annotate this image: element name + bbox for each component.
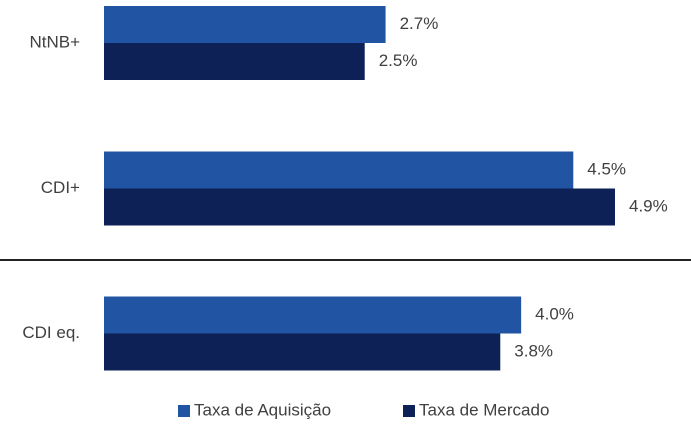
value-label: 4.0% (535, 304, 574, 323)
legend-swatch (403, 405, 415, 417)
bar (104, 151, 574, 189)
bar (104, 333, 501, 371)
legend-label: Taxa de Mercado (419, 400, 549, 419)
value-label: 3.8% (514, 341, 553, 360)
bar (104, 188, 615, 226)
bar (104, 43, 365, 80)
bar (104, 6, 386, 43)
y-tick-label: CDI eq. (22, 323, 80, 342)
value-label: 4.9% (629, 196, 668, 215)
value-label: 2.5% (379, 51, 418, 70)
y-tick-label: NtNB+ (29, 32, 80, 51)
value-label: 2.7% (400, 14, 439, 33)
legend-swatch (178, 405, 190, 417)
legend-label: Taxa de Aquisição (194, 400, 331, 419)
y-tick-label: CDI+ (41, 178, 80, 197)
bar (104, 296, 522, 334)
value-label: 4.5% (587, 159, 626, 178)
